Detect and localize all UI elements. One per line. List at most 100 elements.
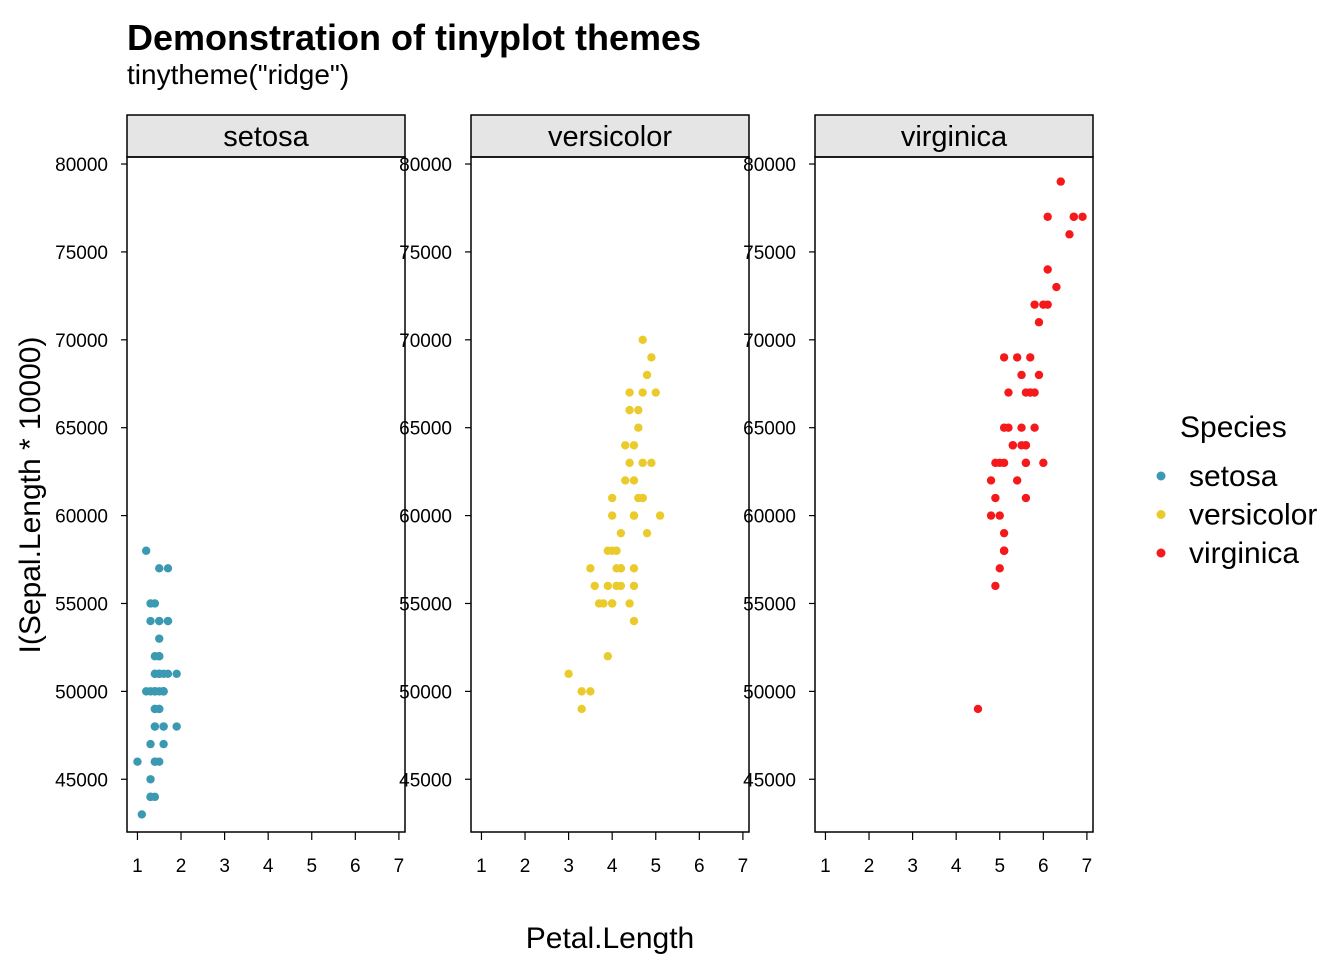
y-tick-label: 55000 [55,594,108,615]
data-point [621,441,630,450]
data-point [642,528,652,538]
data-point [629,511,639,520]
data-point [999,353,1009,362]
data-point [607,511,617,520]
data-point [999,528,1009,538]
data-point [577,704,586,714]
data-point [634,493,643,503]
y-tick-label: 75000 [55,243,108,264]
data-point [616,528,626,538]
data-point [141,546,151,555]
x-tick-label: 3 [907,856,918,877]
data-point [1034,370,1044,380]
strip-background [814,114,1094,158]
data-point [995,564,1004,573]
data-point [1030,300,1039,309]
data-point [586,687,595,696]
data-point [146,739,155,749]
y-tick-label: 70000 [399,331,452,352]
chart-title: Demonstration of tinyplot themes [127,17,701,58]
x-tick-label: 4 [951,856,962,877]
data-point [625,405,634,415]
data-point [564,669,573,678]
strip-label: setosa [223,121,309,153]
x-tick-label: 4 [263,856,274,877]
data-point [1056,177,1065,186]
data-point [1039,300,1048,309]
strip-label: versicolor [548,121,672,153]
data-point [629,616,639,626]
y-tick-label: 65000 [743,419,796,440]
data-point [159,739,168,749]
data-point [155,652,164,661]
data-point [629,476,639,485]
strip-background [126,114,406,158]
x-tick-label: 1 [476,856,487,877]
x-tick-label: 7 [738,856,749,877]
legend-label: versicolor [1189,499,1317,532]
strip-background [470,114,750,158]
data-point [1069,212,1079,221]
y-tick-label: 80000 [399,155,452,176]
data-point [1012,353,1022,362]
data-point [1034,318,1044,327]
y-tick-label: 65000 [55,419,108,440]
data-point [621,476,630,485]
data-point [133,757,142,766]
x-tick-label: 7 [1082,856,1093,877]
data-point [991,493,1000,503]
data-point [638,335,647,345]
x-tick-label: 3 [219,856,230,877]
y-tick-label: 55000 [399,594,452,615]
x-tick-label: 5 [650,856,661,877]
data-point [607,546,617,555]
data-point [1026,388,1035,397]
x-tick-label: 5 [306,856,317,877]
data-point [655,511,665,520]
data-point [159,669,168,678]
y-tick-label: 55000 [743,594,796,615]
data-point [1043,212,1052,221]
x-tick-label: 6 [694,856,705,877]
legend-marker [1156,510,1166,519]
strip-label: virginica [901,121,1008,153]
data-point [155,634,164,643]
data-point [146,792,155,802]
data-point [634,405,643,415]
y-tick-label: 65000 [399,419,452,440]
x-tick-label: 2 [864,856,875,877]
plot-frame [470,156,750,833]
data-point [638,388,647,397]
data-point [616,581,626,591]
y-tick-label: 45000 [55,770,108,791]
data-point [612,564,621,573]
x-tick-label: 1 [132,856,143,877]
data-point [625,599,634,608]
data-point [991,581,1000,591]
x-tick-label: 3 [563,856,574,877]
data-point [651,388,660,397]
legend-label: virginica [1189,537,1299,570]
data-point [995,511,1004,520]
data-point [629,441,639,450]
data-point [625,388,634,397]
data-point [1021,458,1031,468]
data-point [159,722,168,731]
data-point [603,581,613,591]
y-tick-label: 75000 [399,243,452,264]
data-point [586,564,595,573]
chart-subtitle: tinytheme("ridge") [127,59,349,90]
plot-frame [126,156,406,833]
data-point [625,458,634,468]
data-point [577,687,586,696]
data-point [1004,388,1013,397]
data-point [638,458,647,468]
y-tick-label: 50000 [743,682,796,703]
data-point [629,564,639,573]
data-point [986,476,996,485]
data-point [159,687,168,696]
data-point [1004,423,1013,432]
legend-label: setosa [1189,460,1278,493]
y-tick-label: 60000 [399,507,452,528]
